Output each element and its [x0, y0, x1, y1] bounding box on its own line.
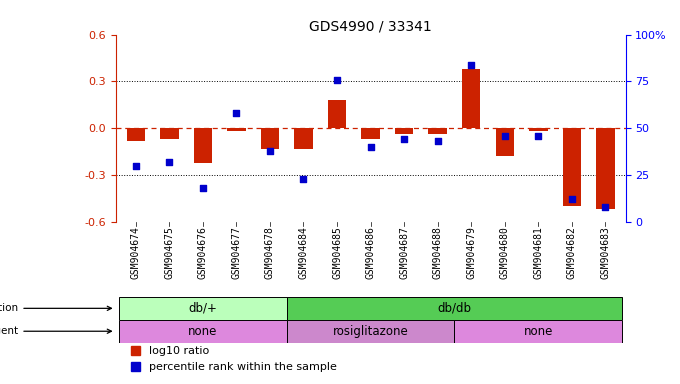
Bar [496, 128, 514, 156]
Bar [119, 320, 287, 343]
Bar [596, 128, 615, 209]
Point [566, 196, 577, 202]
Bar [462, 69, 481, 128]
Text: genotype/variation: genotype/variation [0, 303, 112, 313]
Point [332, 76, 343, 83]
Bar [287, 320, 454, 343]
Bar [260, 128, 279, 149]
Point [164, 159, 175, 165]
Point [197, 185, 208, 191]
Text: GSM904682: GSM904682 [567, 226, 577, 278]
Bar [160, 128, 179, 139]
Legend: log10 ratio, percentile rank within the sample: log10 ratio, percentile rank within the … [131, 346, 337, 372]
Text: GSM904681: GSM904681 [533, 226, 543, 278]
Bar [119, 297, 287, 320]
Bar [328, 100, 346, 128]
Bar [194, 128, 212, 162]
Bar [227, 128, 245, 131]
Text: GSM904675: GSM904675 [165, 226, 174, 278]
Text: GSM904687: GSM904687 [399, 226, 409, 278]
Point [365, 144, 376, 150]
Bar [395, 128, 413, 134]
Text: GSM904680: GSM904680 [500, 226, 510, 278]
Text: GSM904688: GSM904688 [432, 226, 443, 278]
Text: GSM904685: GSM904685 [332, 226, 342, 278]
Point [466, 61, 477, 68]
Point [265, 148, 275, 154]
Text: none: none [188, 325, 218, 338]
Point [398, 136, 409, 142]
Bar [361, 128, 380, 139]
Text: GSM904677: GSM904677 [231, 226, 241, 278]
Text: GSM904686: GSM904686 [366, 226, 375, 278]
Bar [294, 128, 313, 149]
Bar [126, 128, 145, 141]
Text: GSM904684: GSM904684 [299, 226, 309, 278]
Bar [454, 320, 622, 343]
Title: GDS4990 / 33341: GDS4990 / 33341 [309, 20, 432, 33]
Text: none: none [524, 325, 553, 338]
Point [432, 138, 443, 144]
Text: db/db: db/db [437, 302, 471, 315]
Text: agent: agent [0, 326, 112, 336]
Point [600, 204, 611, 210]
Bar [428, 128, 447, 134]
Text: GSM904683: GSM904683 [600, 226, 611, 278]
Text: GSM904676: GSM904676 [198, 226, 208, 278]
Point [533, 132, 544, 139]
Text: GSM904678: GSM904678 [265, 226, 275, 278]
Point [231, 110, 242, 116]
Text: GSM904679: GSM904679 [466, 226, 476, 278]
Text: db/+: db/+ [188, 302, 218, 315]
Bar [529, 128, 547, 131]
Point [499, 132, 510, 139]
Bar [562, 128, 581, 206]
Text: GSM904674: GSM904674 [131, 226, 141, 278]
Text: rosiglitazone: rosiglitazone [333, 325, 409, 338]
Bar [287, 297, 622, 320]
Point [298, 176, 309, 182]
Point [131, 163, 141, 169]
